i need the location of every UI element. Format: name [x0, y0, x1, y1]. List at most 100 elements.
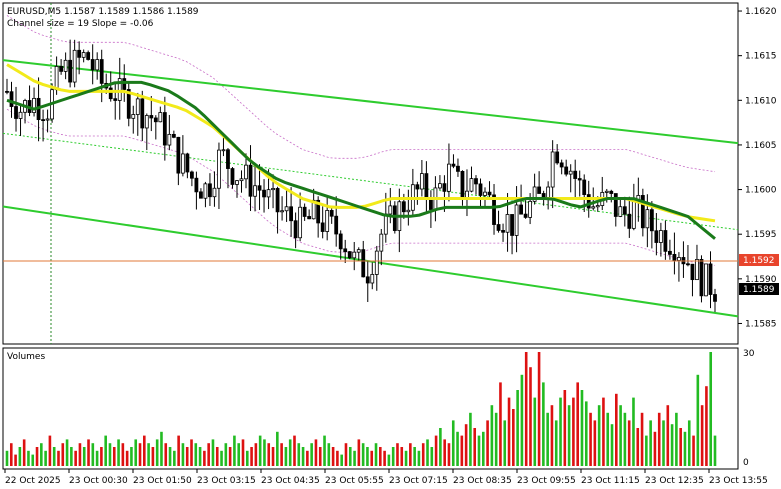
- candle-body: [126, 89, 131, 119]
- volume-bar: [623, 412, 627, 466]
- candle-body: [135, 98, 140, 115]
- candle-body: [374, 250, 379, 275]
- volume-bar: [14, 454, 17, 466]
- volume-bar: [245, 450, 249, 466]
- main-panel: [2, 2, 739, 345]
- candle-body: [401, 201, 406, 213]
- candle-body: [221, 149, 226, 152]
- volume-bar: [361, 443, 365, 466]
- candle-body: [677, 257, 681, 261]
- volume-bar: [572, 397, 575, 466]
- chart-header-channel: Channel size = 19 Slope = -0.06: [7, 19, 154, 29]
- candle-body: [347, 251, 352, 259]
- volume-bar: [602, 397, 605, 466]
- candle-body: [311, 199, 316, 220]
- candle-body: [235, 180, 239, 185]
- candle-body: [194, 177, 199, 193]
- candle-body: [609, 190, 614, 194]
- candle-body: [532, 186, 537, 202]
- volume-bar: [112, 447, 116, 466]
- candle-body: [573, 170, 578, 179]
- volume-bar: [100, 447, 103, 466]
- candle-body: [95, 59, 100, 71]
- volume-bar: [456, 431, 459, 466]
- volume-bar: [177, 435, 180, 466]
- volume-bar: [679, 428, 682, 466]
- candle-body: [230, 168, 235, 185]
- candle-body: [203, 183, 208, 199]
- volume-bar: [396, 443, 399, 466]
- candle-body: [465, 190, 469, 199]
- x-tick-label: 23 Oct 08:35: [453, 476, 512, 486]
- candle-body: [447, 163, 451, 192]
- candle-body: [77, 49, 82, 58]
- candle-body: [640, 195, 645, 229]
- candle-body: [695, 259, 699, 281]
- volume-bar: [173, 450, 176, 466]
- volume-bar: [451, 420, 455, 466]
- volume-bar: [632, 397, 635, 466]
- volume-bar: [606, 412, 610, 466]
- volume-bar: [306, 450, 309, 466]
- y-tick-label: 1.1600: [745, 186, 777, 196]
- volume-bar: [512, 409, 515, 466]
- volume-bar: [550, 405, 554, 466]
- candle-body: [162, 112, 167, 146]
- volume-bar: [666, 405, 670, 466]
- candle-body: [510, 214, 514, 236]
- volume-bar: [288, 439, 292, 466]
- volume-bar: [74, 450, 77, 466]
- volume-bar: [181, 443, 185, 466]
- volume-axis-max: 30: [743, 349, 755, 359]
- candle-body: [604, 190, 609, 193]
- candle-body: [419, 173, 424, 190]
- volume-bar: [121, 443, 125, 466]
- volume-bar: [250, 447, 253, 466]
- volume-bar: [9, 443, 13, 466]
- candle-body: [86, 52, 91, 60]
- candle-body: [383, 213, 388, 235]
- volume-bar: [705, 386, 708, 466]
- candle-body: [456, 165, 460, 172]
- volume-bar: [469, 412, 472, 466]
- volume-bar: [696, 374, 700, 466]
- volume-bar: [35, 447, 39, 466]
- candle-body: [568, 170, 573, 175]
- x-tick-label: 23 Oct 13:55: [709, 476, 768, 486]
- candle-body: [559, 162, 564, 168]
- candle-body: [271, 188, 275, 191]
- volume-bar: [524, 352, 528, 466]
- volume-bar: [293, 435, 296, 466]
- candle-body: [704, 263, 708, 297]
- candle-body: [248, 164, 253, 197]
- candle-body: [618, 206, 623, 217]
- volume-bar: [447, 443, 451, 466]
- candle-body: [63, 59, 68, 72]
- volume-bar: [409, 443, 412, 466]
- volume-bar: [155, 439, 159, 466]
- volume-bar: [91, 443, 95, 466]
- volume-bar: [533, 397, 537, 466]
- volume-bar: [563, 390, 567, 466]
- candle-body: [171, 133, 176, 138]
- volume-bar: [404, 450, 408, 466]
- candle-body: [487, 191, 492, 196]
- volume-bar: [65, 439, 69, 466]
- volume-bar: [125, 450, 129, 466]
- volume-bar: [220, 450, 223, 466]
- candle-body: [546, 186, 551, 199]
- volume-bar: [610, 424, 614, 466]
- volume-bar: [31, 454, 35, 466]
- candle-body: [325, 210, 330, 232]
- envelope-lower: [6, 108, 716, 266]
- volume-bar: [490, 405, 494, 466]
- volume-bar: [284, 447, 288, 466]
- candle-body: [672, 253, 677, 261]
- x-tick-label: 23 Oct 00:30: [69, 476, 128, 486]
- volume-bar: [211, 439, 215, 466]
- volume-bar: [348, 447, 352, 466]
- chart-header-symbol: EURUSD,M5 1.1587 1.1589 1.1586 1.1589: [7, 7, 199, 17]
- x-tick-label: 23 Oct 07:15: [389, 476, 448, 486]
- volume-bar: [430, 447, 434, 466]
- volume-bar: [70, 447, 73, 466]
